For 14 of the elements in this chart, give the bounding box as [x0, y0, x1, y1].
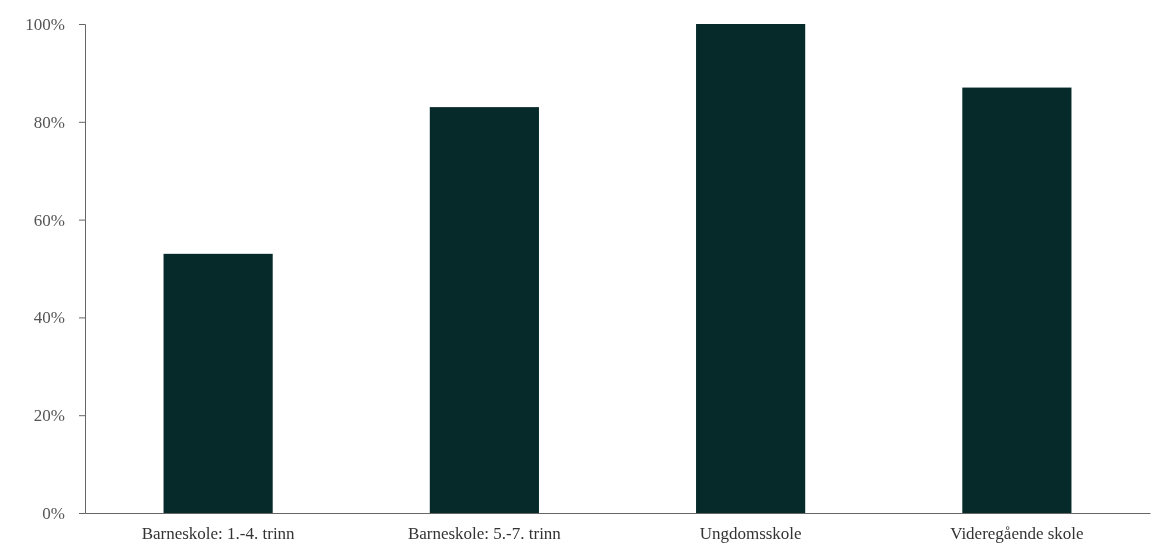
bar	[163, 253, 273, 513]
bar	[429, 107, 539, 513]
x-tick-label: Videregående skole	[950, 524, 1084, 544]
y-tick-label: 40%	[33, 308, 65, 328]
y-tick-label: 20%	[33, 406, 65, 426]
x-tick-label: Barneskole: 1.-4. trinn	[141, 524, 296, 544]
x-tick-label: Ungdomsskole	[699, 524, 802, 544]
bar	[962, 87, 1072, 513]
y-tick-label: 0%	[42, 503, 65, 523]
y-tick-label: 80%	[33, 112, 65, 132]
y-tick-label: 100%	[25, 14, 65, 34]
bar	[696, 24, 806, 513]
y-tick-label: 60%	[33, 210, 65, 230]
x-tick-label: Barneskole: 5.-7. trinn	[407, 524, 562, 544]
